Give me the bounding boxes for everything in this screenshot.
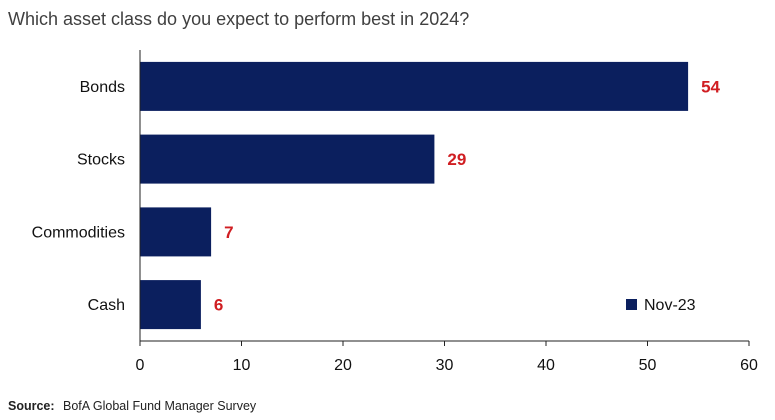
value-label-bonds: 54 (701, 77, 720, 96)
value-label-commodities: 7 (224, 223, 233, 242)
category-label-stocks: Stocks (77, 152, 125, 169)
bar-cash (140, 280, 201, 330)
legend-label: Nov-23 (644, 297, 696, 314)
x-tick-label-20: 20 (334, 357, 352, 374)
source-note: Source: BofA Global Fund Manager Survey (8, 397, 257, 414)
source-text: BofA Global Fund Manager Survey (63, 399, 257, 413)
x-tick-label-50: 50 (639, 357, 657, 374)
x-tick-label-60: 60 (740, 357, 758, 374)
x-tick-label-30: 30 (436, 357, 454, 374)
bar-bonds (140, 61, 689, 111)
x-tick-label-40: 40 (537, 357, 555, 374)
bar-stocks (140, 134, 435, 184)
value-label-stocks: 29 (447, 150, 466, 169)
chart-title: Which asset class do you expect to perfo… (8, 9, 469, 29)
value-label-cash: 6 (214, 296, 223, 315)
category-label-bonds: Bonds (80, 79, 125, 96)
x-tick-label-0: 0 (136, 357, 145, 374)
legend: Nov-23 (626, 297, 696, 314)
category-label-cash: Cash (88, 297, 125, 314)
source-label: Source: (8, 399, 55, 413)
category-label-commodities: Commodities (32, 224, 125, 241)
bar-commodities (140, 207, 212, 257)
x-tick-label-10: 10 (233, 357, 251, 374)
legend-swatch (626, 299, 637, 310)
